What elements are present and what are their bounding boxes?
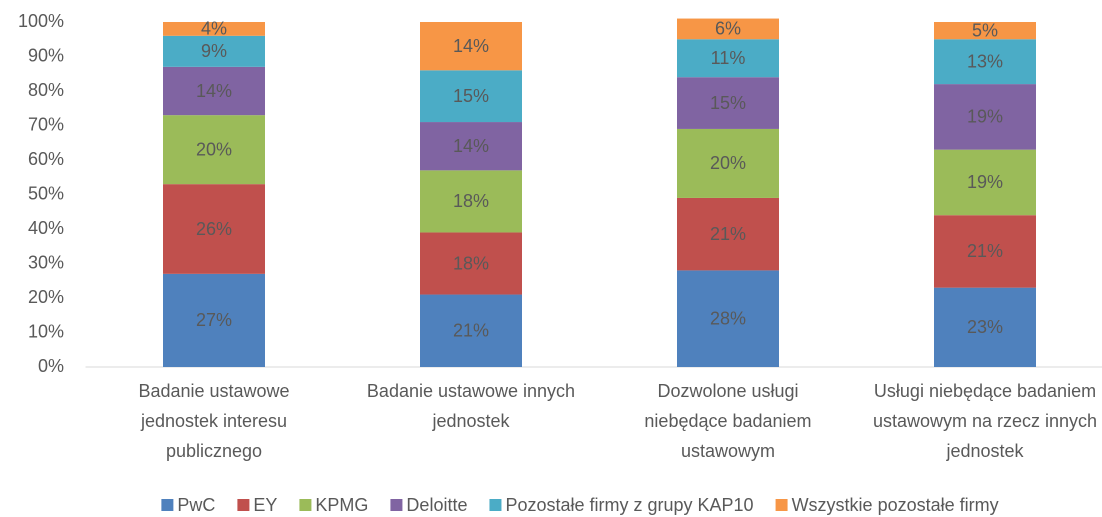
y-tick-label: 20% (28, 287, 64, 307)
legend-label: Wszystkie pozostałe firmy (792, 495, 999, 515)
x-tick-label-line: Dozwolone usługi (657, 381, 798, 401)
data-label: 14% (453, 136, 489, 156)
legend-swatch (299, 499, 312, 511)
bar-segment (677, 39, 779, 78)
y-tick-label: 80% (28, 80, 64, 100)
data-label: 21% (453, 321, 489, 341)
data-label: 18% (453, 191, 489, 211)
bar-segment (677, 18, 779, 40)
y-tick-label: 0% (38, 356, 64, 376)
y-tick-label: 40% (28, 218, 64, 238)
x-tick-label-line: Badanie ustawowe (138, 381, 289, 401)
x-tick-label: Badanie ustawowe innych jednostek (367, 381, 575, 431)
data-label: 13% (967, 51, 1003, 71)
bar-segment (934, 39, 1036, 85)
data-label: 9% (201, 41, 227, 61)
data-label: 15% (453, 86, 489, 106)
y-tick-label: 100% (18, 11, 64, 31)
data-label: 19% (967, 107, 1003, 127)
data-label: 26% (196, 219, 232, 239)
bar-segment (163, 22, 265, 36)
legend-label: PwC (177, 495, 215, 515)
bar-segment (934, 215, 1036, 288)
data-label: 5% (972, 20, 998, 40)
bar-segment (163, 35, 265, 67)
legend: PwC EY KPMG Deloitte Pozostałe firmy z grupy… (161, 495, 999, 515)
bar-segment (934, 84, 1036, 150)
data-label: 19% (967, 172, 1003, 192)
data-label: 20% (196, 139, 232, 159)
x-tick-label: Dozwolone usługi niebędące badaniem ustawo… (644, 381, 811, 461)
legend-label: Deloitte (406, 495, 467, 515)
bar-segment (163, 184, 265, 274)
x-tick-label-line: Badanie ustawowe innych (367, 381, 575, 401)
data-label: 14% (453, 36, 489, 56)
y-tick-label: 60% (28, 149, 64, 169)
y-tick-label: 50% (28, 183, 64, 203)
legend-swatch (237, 499, 250, 511)
legend-swatch (390, 499, 403, 511)
bar-segment (163, 66, 265, 116)
data-label: 28% (710, 308, 746, 328)
bar-segment (163, 115, 265, 185)
bar-segment (420, 122, 522, 171)
y-tick-label: 30% (28, 252, 64, 272)
data-label: 20% (710, 153, 746, 173)
data-label: 23% (967, 317, 1003, 337)
x-tick-label-line: ustawowym (681, 441, 775, 461)
bar-segment (420, 70, 522, 123)
bar-segment (420, 294, 522, 367)
data-label: 21% (967, 241, 1003, 261)
x-tick-label-line: jednostek (431, 411, 510, 431)
bar-segment (934, 149, 1036, 216)
bar-segment (420, 232, 522, 295)
legend-label: Pozostałe firmy z grupy KAP10 (505, 495, 753, 515)
bar-segment (677, 77, 779, 129)
y-tick-label: 10% (28, 321, 64, 341)
x-tick-label-line: publicznego (166, 441, 262, 461)
bar-segment (420, 170, 522, 233)
bar-segment (677, 197, 779, 271)
x-tick-label-line: jednostek (945, 441, 1024, 461)
bar-segment (934, 22, 1036, 40)
legend-label: KPMG (315, 495, 368, 515)
data-label: 4% (201, 19, 227, 39)
bar-segment (934, 287, 1036, 367)
y-tick-label: 90% (28, 45, 64, 65)
y-tick-label: 70% (28, 114, 64, 134)
data-label: 27% (196, 310, 232, 330)
x-tick-label-line: ustawowym na rzecz innych (873, 411, 1097, 431)
legend-swatch (489, 499, 502, 511)
bar-segment (420, 22, 522, 71)
x-tick-label: Usługi niebędące badaniem ustawowym na rz… (873, 381, 1097, 461)
data-label: 15% (710, 93, 746, 113)
legend-swatch (161, 499, 174, 511)
data-label: 11% (711, 48, 746, 68)
data-label: 18% (453, 253, 489, 273)
data-label: 6% (715, 19, 741, 39)
x-tick-label-line: jednostek interesu (140, 411, 287, 431)
x-tick-label: Badanie ustawowe jednostek interesu public… (138, 381, 289, 461)
x-tick-label-line: Usługi niebędące badaniem (874, 381, 1096, 401)
bar-segment (163, 273, 265, 367)
data-label: 21% (710, 224, 746, 244)
bar-segment (677, 128, 779, 198)
legend-swatch (775, 499, 788, 511)
bar-segment (677, 270, 779, 367)
legend-label: EY (253, 495, 277, 515)
x-tick-label-line: niebędące badaniem (644, 411, 811, 431)
data-label: 14% (196, 81, 232, 101)
